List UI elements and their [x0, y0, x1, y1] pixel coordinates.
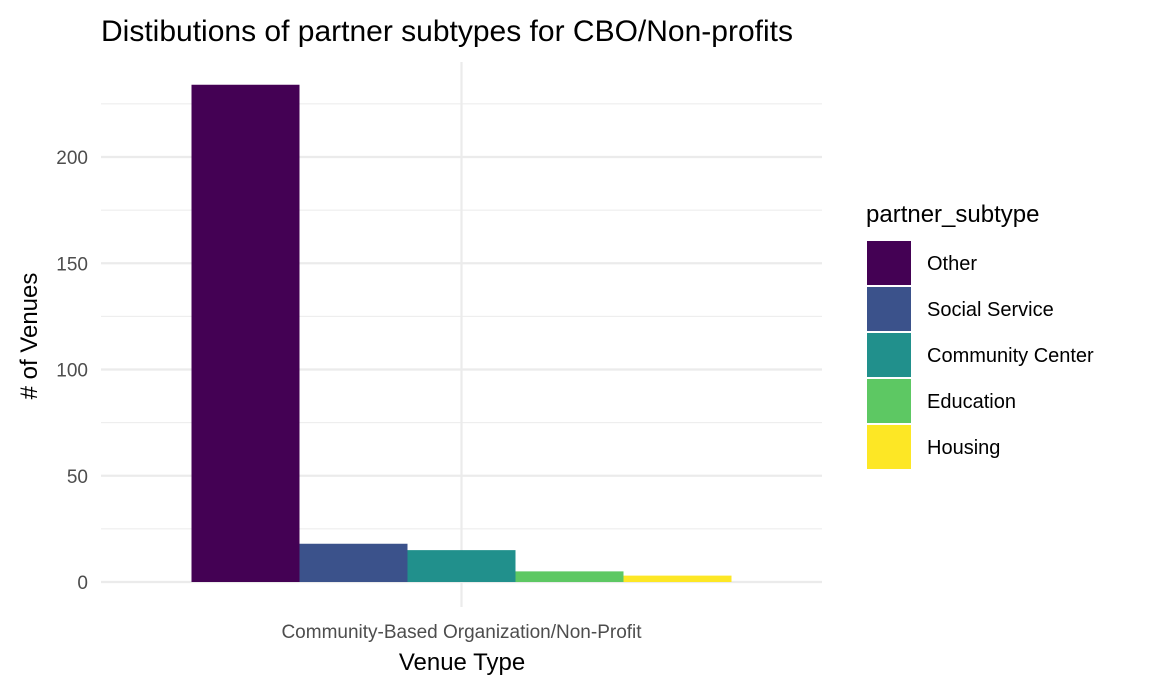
- legend-key-social-service: [867, 287, 911, 331]
- legend-label: Education: [927, 391, 1016, 413]
- chart-title: Distibutions of partner subtypes for CBO…: [101, 15, 793, 48]
- y-axis-title: # of Venues: [16, 273, 43, 400]
- bar-other: [192, 85, 300, 582]
- legend-key-community-center: [867, 333, 911, 377]
- y-tick-label: 0: [77, 573, 88, 594]
- y-axis-ticks: 0 50 100 150 200: [56, 148, 88, 594]
- legend-label: Community Center: [927, 345, 1094, 367]
- bar-education: [516, 571, 624, 582]
- y-tick-label: 50: [67, 467, 88, 488]
- legend-key-education: [867, 379, 911, 423]
- legend-label: Housing: [927, 437, 1000, 459]
- y-tick-label: 150: [56, 254, 88, 275]
- y-tick-label: 100: [56, 361, 88, 382]
- legend-key-other: [867, 241, 911, 285]
- legend-label: Social Service: [927, 299, 1054, 321]
- x-axis-title: Venue Type: [399, 649, 525, 676]
- y-tick-label: 200: [56, 148, 88, 169]
- legend-key-housing: [867, 425, 911, 469]
- bar-social-service: [300, 544, 408, 582]
- x-tick-label: Community-Based Organization/Non-Profit: [281, 622, 642, 643]
- legend-label: Other: [927, 253, 977, 275]
- bar-housing: [624, 576, 732, 582]
- legend: partner_subtype Other Social Service Commu…: [866, 201, 1094, 469]
- bar-community-center: [408, 550, 516, 582]
- x-axis-ticks: Community-Based Organization/Non-Profit: [281, 622, 642, 643]
- legend-title: partner_subtype: [866, 201, 1039, 228]
